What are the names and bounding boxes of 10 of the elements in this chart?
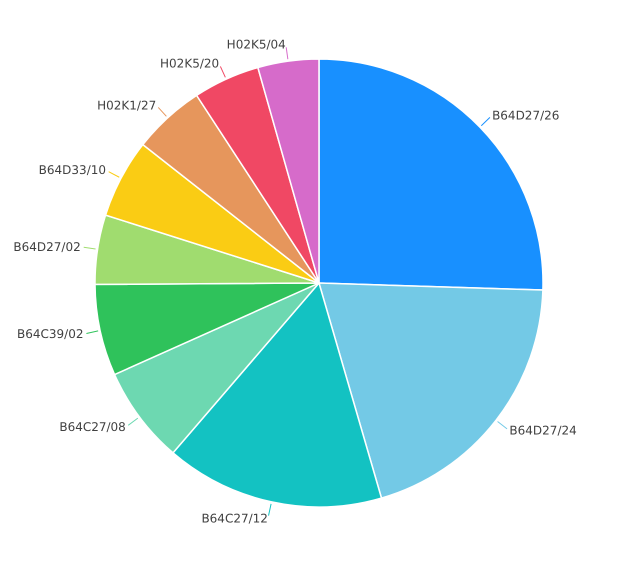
slice-label: B64D27/24 — [509, 424, 577, 438]
slice-label: B64D33/10 — [38, 163, 106, 178]
slice-label: B64D27/02 — [13, 240, 81, 254]
slice-label: B64C27/12 — [201, 512, 268, 526]
slice-label: B64C27/08 — [59, 420, 126, 434]
slice-label: B64C39/02 — [17, 327, 84, 342]
slice-label: H02K1/27 — [97, 98, 156, 112]
slice-label: H02K5/20 — [160, 56, 220, 71]
slice-label: H02K5/04 — [226, 37, 286, 52]
slice-label: B64D27/26 — [492, 108, 560, 122]
